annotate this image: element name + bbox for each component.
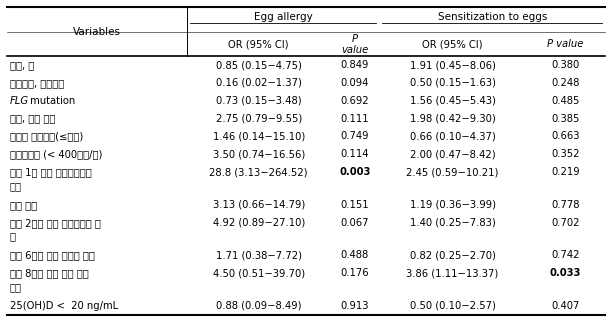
Text: 0.50 (0.10−2.57): 0.50 (0.10−2.57) [409, 301, 496, 311]
Text: 0.73 (0.15−3.48): 0.73 (0.15−3.48) [216, 96, 302, 106]
Text: 0.219: 0.219 [551, 167, 580, 177]
Text: 생후 2개월 이내 전신항생제 사: 생후 2개월 이내 전신항생제 사 [10, 218, 101, 228]
Text: 0.849: 0.849 [341, 60, 369, 70]
Text: 3.50 (0.74−16.56): 3.50 (0.74−16.56) [212, 149, 305, 159]
Text: mutation: mutation [27, 96, 75, 106]
Text: 월평균수입 (< 400만원/월): 월평균수입 (< 400만원/월) [10, 149, 102, 159]
Text: 1.19 (0.36−3.99): 1.19 (0.36−3.99) [409, 200, 496, 210]
Text: 가을, 겨울 출생: 가을, 겨울 출생 [10, 113, 55, 124]
Text: 0.067: 0.067 [341, 218, 369, 228]
Text: 0.248: 0.248 [551, 78, 580, 88]
Text: Egg allergy: Egg allergy [254, 12, 313, 22]
Text: 0.003: 0.003 [339, 167, 370, 177]
Text: 3.86 (1.11−13.37): 3.86 (1.11−13.37) [406, 268, 499, 278]
Text: 0.82 (0.25−2.70): 0.82 (0.25−2.70) [409, 250, 496, 260]
Text: 0.176: 0.176 [340, 268, 369, 278]
Text: 생후 6개월 이후 이유식 시작: 생후 6개월 이후 이유식 시작 [10, 250, 95, 260]
Text: 0.913: 0.913 [341, 301, 369, 311]
Text: 1.71 (0.38−7.72): 1.71 (0.38−7.72) [215, 250, 302, 260]
Text: 1.40 (0.25−7.83): 1.40 (0.25−7.83) [409, 218, 496, 228]
Text: 1.98 (0.42−9.30): 1.98 (0.42−9.30) [409, 113, 496, 124]
Text: 발생: 발생 [10, 181, 22, 191]
Text: Sensitization to eggs: Sensitization to eggs [438, 12, 547, 22]
Text: 0.094: 0.094 [341, 78, 369, 88]
Text: P
value: P value [341, 34, 368, 55]
Text: 3.13 (0.66−14.79): 3.13 (0.66−14.79) [212, 200, 305, 210]
Text: 0.749: 0.749 [341, 131, 369, 141]
Text: FLG: FLG [10, 96, 29, 106]
Text: 0.88 (0.09−8.49): 0.88 (0.09−8.49) [216, 301, 302, 311]
Text: 0.778: 0.778 [551, 200, 580, 210]
Text: 0.85 (0.15−4.75): 0.85 (0.15−4.75) [216, 60, 302, 70]
Text: 생후 1년 이내 아토피피부염: 생후 1년 이내 아토피피부염 [10, 167, 92, 177]
Text: 4.92 (0.89−27.10): 4.92 (0.89−27.10) [212, 218, 305, 228]
Text: 1.46 (0.14−15.10): 1.46 (0.14−15.10) [212, 131, 305, 141]
Text: 0.692: 0.692 [340, 96, 369, 106]
Text: OR (95% CI): OR (95% CI) [422, 39, 483, 49]
Text: 0.742: 0.742 [551, 250, 580, 260]
Text: 1.56 (0.45−5.43): 1.56 (0.45−5.43) [409, 96, 496, 106]
Text: 1.91 (0.45−8.06): 1.91 (0.45−8.06) [409, 60, 496, 70]
Text: 2.45 (0.59−10.21): 2.45 (0.59−10.21) [406, 167, 499, 177]
Text: 0.66 (0.10−4.37): 0.66 (0.10−4.37) [409, 131, 496, 141]
Text: 28.8 (3.13−264.52): 28.8 (3.13−264.52) [209, 167, 308, 177]
Text: 형제 존재: 형제 존재 [10, 200, 37, 210]
Text: 0.702: 0.702 [551, 218, 580, 228]
Text: 성별, 남: 성별, 남 [10, 60, 34, 70]
Text: 용: 용 [10, 231, 16, 241]
Text: 0.663: 0.663 [551, 131, 580, 141]
Text: 0.352: 0.352 [551, 149, 580, 159]
Text: 0.380: 0.380 [551, 60, 580, 70]
Text: 0.033: 0.033 [550, 268, 581, 278]
Text: 2.00 (0.47−8.42): 2.00 (0.47−8.42) [410, 149, 495, 159]
Text: OR (95% CI): OR (95% CI) [228, 39, 289, 49]
Text: 4.50 (0.51−39.70): 4.50 (0.51−39.70) [212, 268, 305, 278]
Text: 분만방법, 제왕절개: 분만방법, 제왕절개 [10, 78, 64, 88]
Text: 0.16 (0.02−1.37): 0.16 (0.02−1.37) [216, 78, 302, 88]
Text: 어머니 최종학력(≤고졸): 어머니 최종학력(≤고졸) [10, 131, 83, 141]
Text: 0.114: 0.114 [341, 149, 369, 159]
Text: 2.75 (0.79−9.55): 2.75 (0.79−9.55) [215, 113, 302, 124]
Text: 0.407: 0.407 [551, 301, 580, 311]
Text: 0.385: 0.385 [551, 113, 580, 124]
Text: Variables: Variables [73, 27, 121, 37]
Text: 0.488: 0.488 [341, 250, 369, 260]
Text: 생후 8개월 이후 계란 섭취: 생후 8개월 이후 계란 섭취 [10, 268, 89, 278]
Text: 0.111: 0.111 [340, 113, 369, 124]
Text: 0.50 (0.15−1.63): 0.50 (0.15−1.63) [409, 78, 496, 88]
Text: 0.485: 0.485 [551, 96, 580, 106]
Text: 25(OH)D <  20 ng/mL: 25(OH)D < 20 ng/mL [10, 301, 118, 311]
Text: 0.151: 0.151 [340, 200, 369, 210]
Text: 시작: 시작 [10, 282, 22, 292]
Text: P value: P value [547, 39, 584, 49]
